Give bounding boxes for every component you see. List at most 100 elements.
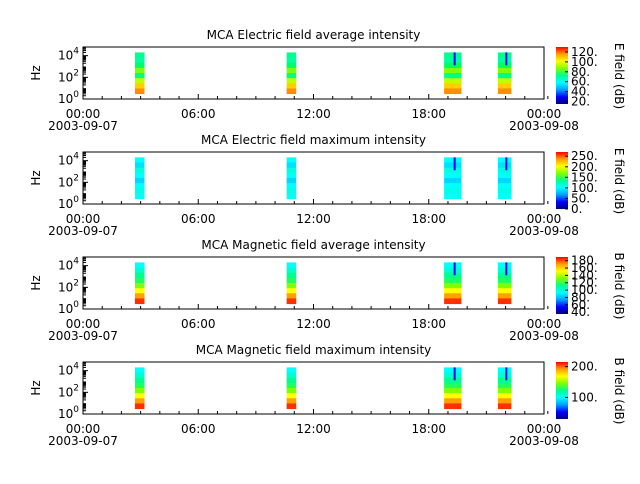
colorbar-tick-label: 0.	[571, 202, 582, 216]
colorbar-tick-label: 140.	[571, 268, 598, 282]
colorbar-label: B field (dB)	[612, 253, 626, 320]
intensity-band	[286, 262, 297, 269]
intensity-band	[134, 382, 145, 389]
colorbar-tick-label: 120.	[571, 45, 598, 59]
intensity-band	[286, 267, 297, 274]
intensity-band	[497, 398, 512, 404]
intensity-block	[286, 157, 297, 200]
intensity-band	[134, 377, 145, 384]
intensity-band	[134, 172, 145, 179]
intensity-band	[497, 167, 512, 174]
x-date-label: 2003-09-08	[509, 329, 579, 343]
y-tick-exponent: 0	[73, 195, 79, 205]
x-tick-label: 06:00	[181, 422, 216, 436]
x-tick-label: 12:00	[296, 317, 331, 331]
intensity-band	[286, 293, 297, 299]
intensity-block	[134, 367, 145, 410]
intensity-band	[497, 88, 512, 95]
colorbar-tick-label: 60.	[571, 298, 590, 312]
colorbar-label: E field (dB)	[612, 148, 626, 214]
intensity-band	[444, 288, 462, 294]
intensity-band	[497, 388, 512, 394]
x-tick-label: 12:00	[296, 212, 331, 226]
colorbar-label: E field (dB)	[612, 43, 626, 109]
y-tick-label: 100	[58, 195, 79, 211]
intensity-band	[444, 277, 462, 284]
intensity-band	[497, 62, 512, 69]
x-tick-label: 18:00	[411, 212, 446, 226]
intensity-band	[286, 73, 297, 79]
y-tick-label: 102	[58, 278, 79, 294]
intensity-band	[286, 372, 297, 379]
intensity-band	[286, 382, 297, 389]
y-tick-base: 10	[58, 259, 73, 273]
colorbar-gradient	[556, 47, 568, 104]
intensity-band	[286, 388, 297, 394]
colorbar: 40.60.80.100.120.140.160.180. B field (dB…	[556, 253, 626, 320]
intensity-band	[444, 367, 462, 374]
panel-2: MCA Electric field maximum intensity1001…	[29, 133, 626, 238]
intensity-band	[444, 157, 462, 164]
colorbar-tick-label: 50.	[571, 191, 590, 205]
panel-title: MCA Magnetic field average intensity	[201, 238, 425, 252]
intensity-stripe	[505, 157, 508, 171]
colorbar-gradient	[556, 257, 568, 314]
intensity-band	[497, 267, 512, 274]
colorbar-tick-label: 100.	[571, 181, 598, 195]
intensity-band	[444, 398, 462, 404]
colorbar-tick-label: 80.	[571, 65, 590, 79]
colorbar-tick-label: 100.	[571, 55, 598, 69]
intensity-band	[286, 78, 297, 84]
intensity-band	[134, 57, 145, 64]
intensity-band	[134, 67, 145, 74]
intensity-block	[497, 367, 512, 410]
x-tick-label: 00:00	[527, 317, 562, 331]
intensity-block	[497, 262, 512, 305]
intensity-band	[286, 162, 297, 169]
intensity-block	[134, 262, 145, 305]
y-tick-label: 104	[58, 47, 79, 63]
intensity-band	[134, 52, 145, 59]
x-tick-label: 00:00	[66, 317, 101, 331]
y-tick-base: 10	[58, 302, 73, 316]
intensity-band	[134, 277, 145, 284]
y-tick-base: 10	[58, 92, 73, 106]
intensity-band	[286, 277, 297, 284]
colorbar-label: B field (dB)	[612, 358, 626, 425]
y-tick-label: 102	[58, 173, 79, 189]
intensity-stripe	[453, 157, 456, 171]
intensity-band	[497, 277, 512, 284]
intensity-band	[444, 193, 462, 200]
intensity-band	[134, 83, 145, 89]
intensity-band	[444, 78, 462, 84]
colorbar-tick-label: 40.	[571, 305, 590, 319]
intensity-band	[286, 367, 297, 374]
intensity-band	[286, 178, 297, 184]
colorbar-tick-label: 60.	[571, 75, 590, 89]
intensity-band	[134, 78, 145, 84]
intensity-block	[286, 262, 297, 305]
x-tick-label: 12:00	[296, 422, 331, 436]
intensity-block	[444, 52, 462, 95]
intensity-band	[134, 272, 145, 279]
y-tick-exponent: 4	[73, 257, 79, 267]
intensity-block	[497, 157, 512, 200]
intensity-band	[497, 67, 512, 74]
intensity-block	[134, 52, 145, 95]
intensity-band	[497, 293, 512, 299]
intensity-band	[444, 73, 462, 79]
intensity-block	[134, 157, 145, 200]
intensity-stripe	[505, 262, 508, 276]
intensity-band	[444, 83, 462, 89]
x-date-label: 2003-09-07	[48, 329, 118, 343]
intensity-band	[286, 88, 297, 95]
y-tick-label: 100	[58, 300, 79, 316]
x-tick-label: 06:00	[181, 212, 216, 226]
colorbar-tick-label: 100.	[571, 390, 598, 404]
intensity-band	[497, 393, 512, 399]
y-tick-exponent: 4	[73, 362, 79, 372]
colorbar: 20.40.60.80.100.120. E field (dB)	[556, 43, 626, 109]
intensity-band	[497, 283, 512, 289]
intensity-band	[497, 83, 512, 89]
